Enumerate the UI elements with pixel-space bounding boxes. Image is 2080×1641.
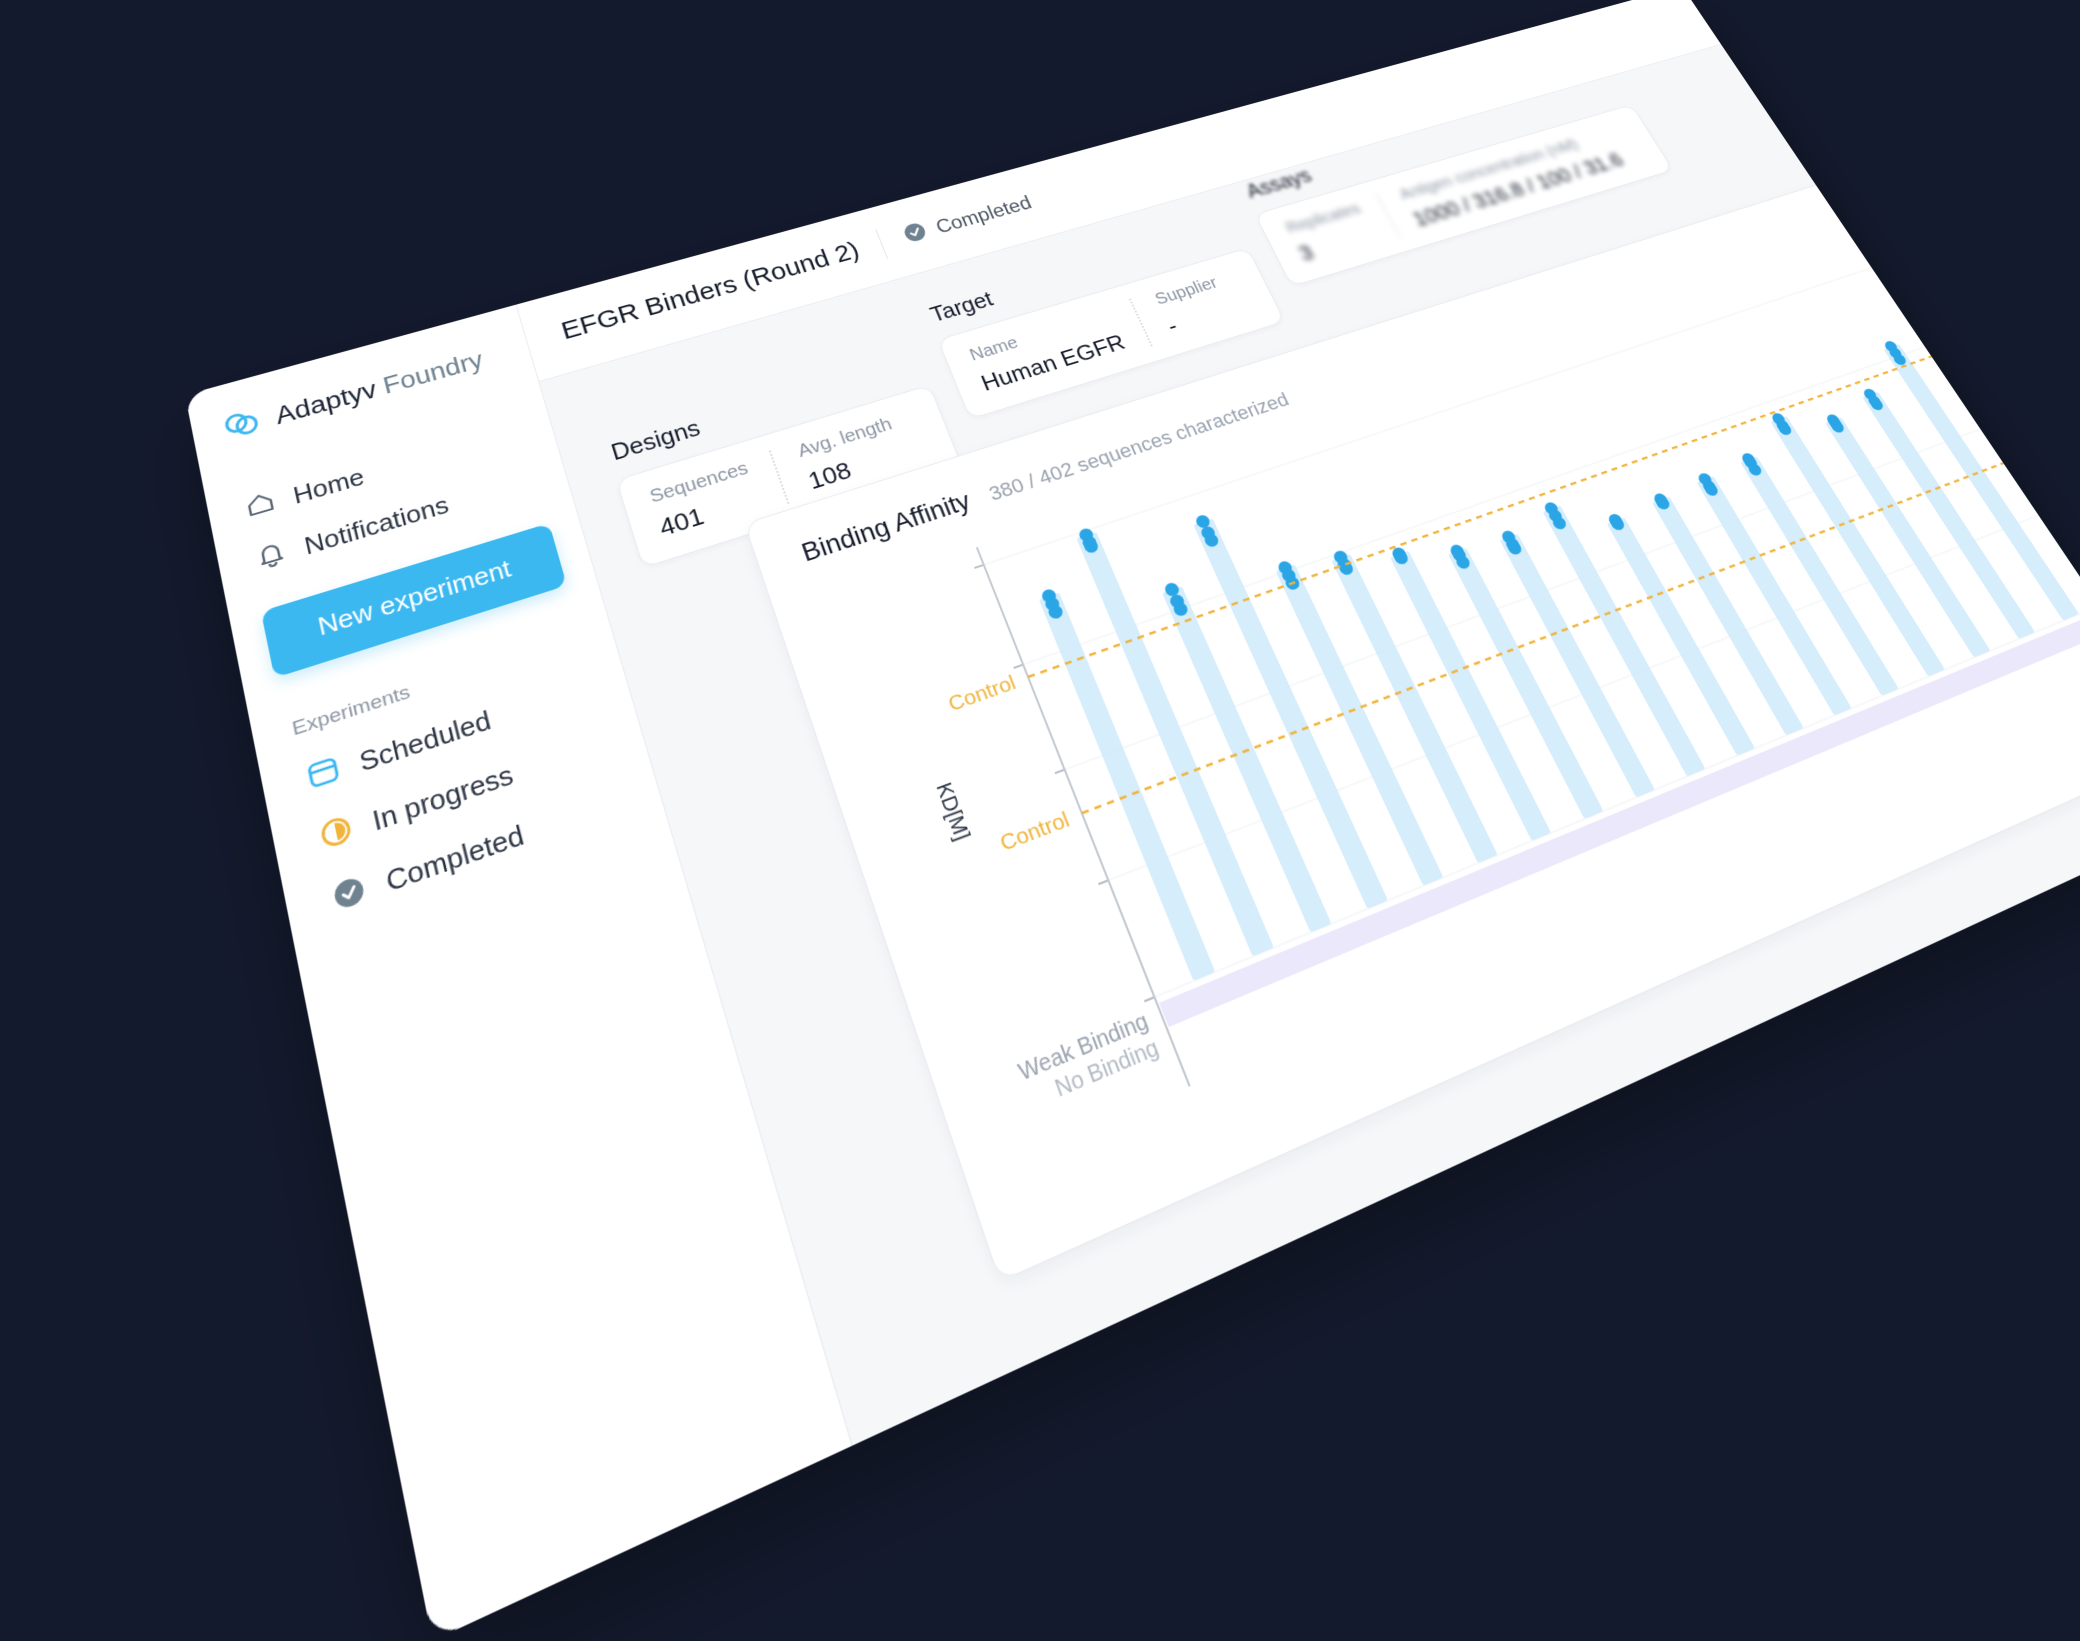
- nav-home-label: Home: [291, 464, 367, 510]
- y-axis: [977, 547, 1190, 1086]
- data-point: [1171, 600, 1190, 618]
- affinity-bar: [1499, 533, 1655, 798]
- brand-accent: Foundry: [380, 346, 486, 400]
- affinity-bar: [1193, 518, 1388, 909]
- data-point: [1046, 603, 1065, 621]
- affinity-bar: [1542, 505, 1706, 777]
- affinity-bar: [1448, 547, 1604, 819]
- bell-icon: [254, 539, 289, 578]
- data-point: [1043, 595, 1062, 613]
- app-window: Adaptyv Foundry Home Notifications New e…: [185, 0, 2080, 1641]
- affinity-bar: [1389, 550, 1552, 841]
- brand-name: Adaptyv Foundry: [273, 347, 486, 431]
- y-tick: [974, 565, 983, 568]
- y-tick: [1055, 770, 1065, 774]
- affinity-bar: [1331, 553, 1498, 864]
- status-badge: Completed: [900, 191, 1036, 249]
- status-label: Completed: [932, 192, 1035, 238]
- y-tick: [1098, 880, 1108, 884]
- y-axis-label: KD[M]: [932, 779, 975, 843]
- y-tick: [1144, 997, 1154, 1001]
- check-circle-icon: [900, 219, 932, 249]
- progress-icon: [317, 812, 357, 860]
- data-point: [1162, 581, 1181, 598]
- brand-main: Adaptyv: [273, 376, 380, 430]
- y-tick: [1014, 665, 1024, 668]
- home-icon: [244, 489, 278, 525]
- logo-icon: [220, 405, 265, 447]
- target-name-metric: Name Human EGFR: [967, 299, 1151, 397]
- affinity-bar: [1162, 586, 1332, 933]
- content: Designs Sequences 401 Avg. length 108: [539, 45, 2080, 1283]
- data-point: [1168, 592, 1187, 610]
- affinity-bar: [1076, 531, 1274, 957]
- calendar-icon: [304, 753, 343, 800]
- affinity-bar: [1275, 564, 1444, 886]
- control-label: Control: [945, 670, 1019, 715]
- data-point: [1040, 587, 1059, 605]
- main-panel: EFGR Binders (Round 2) Completed Designs: [516, 0, 2080, 1446]
- header-divider: [875, 228, 888, 259]
- check-circle-icon: [330, 872, 371, 922]
- control-label: Control: [997, 806, 1073, 855]
- supplier-metric: Supplier -: [1129, 267, 1257, 347]
- gridline: [1154, 596, 2080, 997]
- binding-affinity-card: Binding Affinity 380 / 402 sequences cha…: [743, 171, 2080, 1283]
